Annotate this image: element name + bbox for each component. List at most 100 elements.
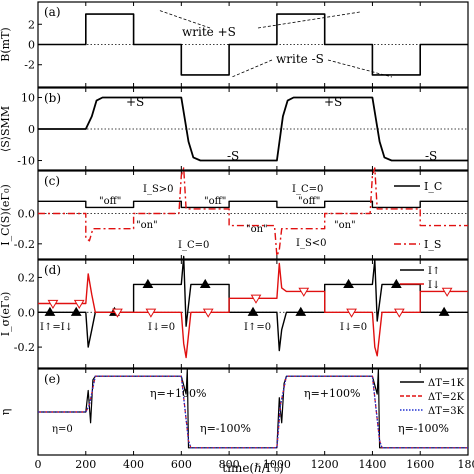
annotation-arrow xyxy=(327,59,393,78)
panel-label: (c) xyxy=(44,174,60,188)
data-point-marker xyxy=(73,299,85,310)
annotation-label: I↑=I↓ xyxy=(40,322,73,333)
annotation-label: η=-100% xyxy=(200,422,251,435)
panel-label: (d) xyxy=(44,263,61,277)
annotation-label: -S xyxy=(227,149,239,163)
annotation-label: η=0 xyxy=(52,424,73,435)
panel-frame xyxy=(37,170,469,260)
annotation-label: I_C=0 xyxy=(292,184,323,195)
data-point-marker xyxy=(199,278,211,289)
y-tick-label: 0.2 xyxy=(18,271,36,284)
series-line-trace xyxy=(38,375,468,449)
data-point-marker xyxy=(142,278,154,289)
data-point-marker xyxy=(390,278,402,289)
annotation-label: "on" xyxy=(334,220,356,231)
x-tick-label: 200 xyxy=(75,458,96,471)
x-tick-label: 180 xyxy=(458,458,474,471)
series-line-trace xyxy=(38,368,468,449)
series-line-trace xyxy=(38,262,468,359)
annotation-label: write +S xyxy=(182,25,236,39)
annotation-label: I_C=0 xyxy=(178,240,209,251)
panel-a: 2 0 -2 B(mT) (a) xyxy=(0,1,469,88)
panel-label: (a) xyxy=(44,5,61,19)
y-tick-label: 0.0 xyxy=(18,306,36,319)
y-tick-label: 0.0 xyxy=(18,207,36,220)
y-axis-label: I_σ(eΓ₀) xyxy=(0,292,12,337)
legend-label: I_C xyxy=(424,180,442,193)
annotation-label: η=+100% xyxy=(304,387,360,400)
panel-label: (b) xyxy=(44,91,61,105)
y-tick-label: -2 xyxy=(24,59,35,72)
x-tick-label: 0 xyxy=(35,458,42,471)
panel-c: 0.0 -0.2I_C(S)(eΓ₀) (c) xyxy=(0,167,469,260)
data-point-marker xyxy=(438,306,450,316)
y-axis-label: η xyxy=(0,409,12,416)
annotation-arrow xyxy=(257,11,361,29)
series-line-trace xyxy=(38,167,468,257)
data-point-marker xyxy=(298,287,310,297)
annotation-arrow xyxy=(231,59,273,78)
series-line-main xyxy=(38,96,468,162)
annotation-label: η=-100% xyxy=(398,422,449,435)
x-tick-label: 1000 xyxy=(263,458,291,471)
data-point-marker xyxy=(295,306,307,316)
annotation-label: η=+100% xyxy=(150,387,206,400)
data-point-marker xyxy=(441,287,453,297)
data-point-marker xyxy=(393,308,405,318)
legend-label: ΔT=2K xyxy=(428,392,465,403)
y-axis-label: ⟨S⟩SMM xyxy=(0,106,12,152)
y-tick-label: -10 xyxy=(17,155,35,168)
data-point-marker xyxy=(247,306,259,316)
data-point-marker xyxy=(250,294,262,304)
annotation-label: -S xyxy=(425,149,437,163)
annotation-label: I↓=0 xyxy=(340,322,367,333)
y-tick-label: -0.2 xyxy=(14,341,35,354)
legend-label: I↑ xyxy=(428,266,440,277)
legend-label: I↓ xyxy=(428,280,440,291)
y-axis-label: B(mT) xyxy=(0,27,12,61)
data-point-marker xyxy=(112,308,123,318)
annotation-label: I↑=0 xyxy=(244,322,271,333)
annotation-label: "off" xyxy=(99,196,121,207)
x-tick-label: 1600 xyxy=(406,458,434,471)
x-tick-label: 800 xyxy=(219,458,240,471)
data-point-marker xyxy=(202,308,214,318)
series-line-trace xyxy=(38,200,468,209)
annotation-arrow xyxy=(157,9,211,29)
annotation-label: I↓=0 xyxy=(148,322,175,333)
panel-e: η (e) xyxy=(0,368,469,456)
legend-label: ΔT=1K xyxy=(428,378,465,389)
annotation-label: I_S>0 xyxy=(143,184,174,195)
annotation-label: write -S xyxy=(276,52,324,66)
y-tick-label: 2 xyxy=(28,18,35,31)
y-tick-label: 0 xyxy=(28,39,35,52)
y-tick-label: -0.2 xyxy=(14,238,35,251)
series-line-trace xyxy=(38,375,468,449)
data-point-marker xyxy=(47,299,59,310)
panel-label: (e) xyxy=(44,372,60,386)
annotation-label: "off" xyxy=(298,196,320,207)
x-axis-label: time(ℏ/Γ₀) xyxy=(222,461,283,474)
y-tick-label: 10 xyxy=(21,91,35,104)
annotation-label: +S xyxy=(324,95,342,109)
y-tick-label: 0 xyxy=(28,123,35,136)
series-line-main xyxy=(38,13,468,76)
legend-label: ΔT=3K xyxy=(428,406,465,417)
annotation-label: "on" xyxy=(136,220,158,231)
annotation-label: +S xyxy=(126,95,144,109)
data-point-marker xyxy=(70,306,82,316)
x-tick-label: 600 xyxy=(171,458,192,471)
data-point-marker xyxy=(346,308,357,318)
panel-frame xyxy=(37,259,469,369)
data-point-marker xyxy=(343,278,354,289)
y-axis-label: I_C(S)(eΓ₀) xyxy=(0,184,12,246)
annotation-label: "on" xyxy=(246,224,268,235)
annotation-label: "off" xyxy=(204,196,226,207)
panel-b: 10 0 -10 ⟨S⟩SMM (b) xyxy=(0,87,469,171)
data-point-marker xyxy=(44,306,56,316)
x-tick-label: 400 xyxy=(123,458,144,471)
legend-label: I_S xyxy=(424,238,441,251)
annotation-label: I_S<0 xyxy=(296,238,327,249)
panel-d: 0.2 0.0 -0.2I_σ(eΓ₀) (d) xyxy=(0,255,469,369)
